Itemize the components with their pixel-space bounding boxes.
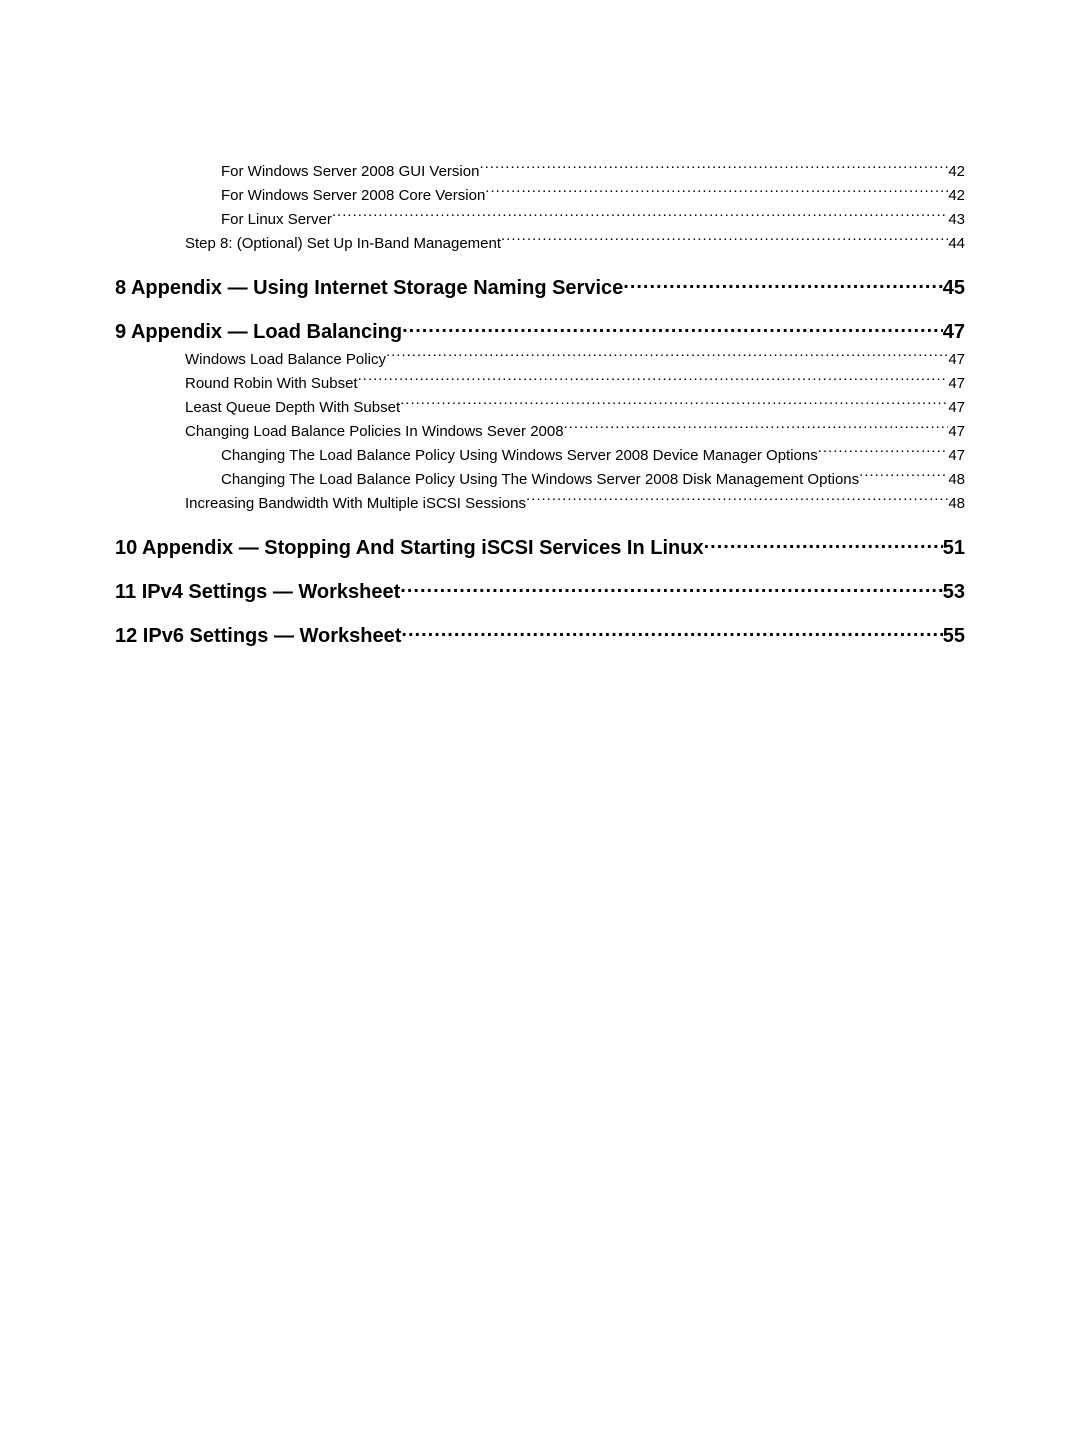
- toc-leader-dots: [818, 445, 949, 460]
- toc-page-number: 48: [948, 492, 965, 516]
- toc-entry[interactable]: For Windows Server 2008 Core Version 42: [115, 184, 965, 208]
- toc-entry[interactable]: Changing Load Balance Policies In Window…: [115, 420, 965, 444]
- toc-leader-dots: [332, 209, 948, 224]
- toc-entry[interactable]: Windows Load Balance Policy 47: [115, 348, 965, 372]
- toc-leader-dots: [402, 318, 943, 338]
- toc-label: 11 IPv4 Settings — Worksheet: [115, 581, 400, 604]
- toc-page-number: 43: [948, 208, 965, 232]
- toc-label: Step 8: (Optional) Set Up In-Band Manage…: [185, 232, 501, 256]
- toc-entry[interactable]: 10 Appendix — Stopping And Starting iSCS…: [115, 534, 965, 560]
- table-of-contents: For Windows Server 2008 GUI Version42For…: [115, 160, 965, 648]
- toc-page-number: 44: [948, 232, 965, 256]
- toc-leader-dots: [623, 274, 942, 294]
- toc-entry[interactable]: 8 Appendix — Using Internet Storage Nami…: [115, 274, 965, 300]
- toc-leader-dots: [485, 185, 948, 200]
- toc-entry[interactable]: For Linux Server 43: [115, 208, 965, 232]
- toc-leader-dots: [859, 469, 948, 484]
- toc-page-number: 53: [943, 581, 965, 604]
- toc-leader-dots: [400, 397, 948, 412]
- toc-leader-dots: [479, 161, 948, 176]
- toc-entry[interactable]: Increasing Bandwidth With Multiple iSCSI…: [115, 492, 965, 516]
- toc-page-number: 47: [948, 396, 965, 420]
- toc-page-number: 47: [943, 321, 965, 344]
- toc-page-number: 45: [943, 277, 965, 300]
- toc-entry[interactable]: Changing The Load Balance Policy Using T…: [115, 468, 965, 492]
- toc-leader-dots: [704, 534, 943, 554]
- toc-label: Changing The Load Balance Policy Using T…: [221, 468, 859, 492]
- toc-label: For Windows Server 2008 GUI Version: [221, 160, 479, 184]
- toc-page-number: 47: [948, 420, 965, 444]
- toc-label: For Windows Server 2008 Core Version: [221, 184, 485, 208]
- toc-label: 8 Appendix — Using Internet Storage Nami…: [115, 277, 623, 300]
- toc-label: 12 IPv6 Settings — Worksheet: [115, 625, 401, 648]
- toc-leader-dots: [400, 578, 942, 598]
- toc-label: For Linux Server: [221, 208, 332, 232]
- toc-leader-dots: [358, 373, 949, 388]
- toc-page-number: 42: [948, 184, 965, 208]
- toc-label: Round Robin With Subset: [185, 372, 358, 396]
- toc-label: 9 Appendix — Load Balancing: [115, 321, 402, 344]
- toc-leader-dots: [564, 421, 949, 436]
- toc-page-number: 42: [948, 160, 965, 184]
- toc-entry[interactable]: Round Robin With Subset 47: [115, 372, 965, 396]
- toc-page-number: 47: [948, 372, 965, 396]
- toc-page-number: 55: [943, 625, 965, 648]
- toc-label: Increasing Bandwidth With Multiple iSCSI…: [185, 492, 526, 516]
- toc-label: Changing The Load Balance Policy Using W…: [221, 444, 818, 468]
- toc-page-number: 47: [948, 348, 965, 372]
- toc-entry[interactable]: Least Queue Depth With Subset 47: [115, 396, 965, 420]
- toc-page-number: 48: [948, 468, 965, 492]
- toc-entry[interactable]: Changing The Load Balance Policy Using W…: [115, 444, 965, 468]
- toc-label: 10 Appendix — Stopping And Starting iSCS…: [115, 537, 704, 560]
- toc-page-number: 47: [948, 444, 965, 468]
- toc-entry[interactable]: 12 IPv6 Settings — Worksheet 55: [115, 622, 965, 648]
- toc-leader-dots: [501, 233, 948, 248]
- toc-leader-dots: [401, 622, 942, 642]
- toc-entry[interactable]: 11 IPv4 Settings — Worksheet 53: [115, 578, 965, 604]
- toc-entry[interactable]: Step 8: (Optional) Set Up In-Band Manage…: [115, 232, 965, 256]
- toc-page-number: 51: [943, 537, 965, 560]
- toc-label: Changing Load Balance Policies In Window…: [185, 420, 564, 444]
- toc-label: Least Queue Depth With Subset: [185, 396, 400, 420]
- toc-entry[interactable]: For Windows Server 2008 GUI Version 42: [115, 160, 965, 184]
- toc-entry[interactable]: 9 Appendix — Load Balancing 47: [115, 318, 965, 344]
- toc-label: Windows Load Balance Policy: [185, 348, 386, 372]
- toc-leader-dots: [386, 349, 948, 364]
- toc-leader-dots: [526, 493, 948, 508]
